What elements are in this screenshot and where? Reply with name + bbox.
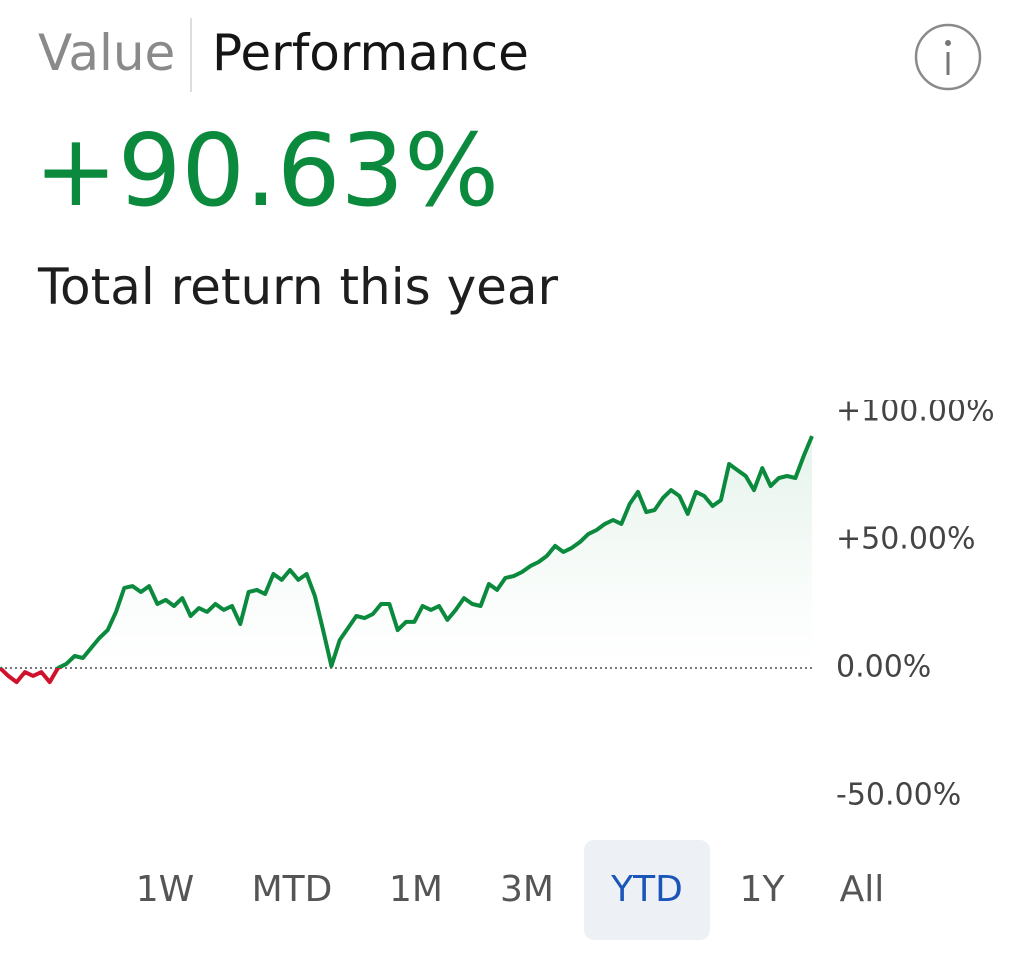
info-button[interactable] (914, 23, 982, 91)
y-tick-label: -50.00% (836, 778, 961, 813)
range-button[interactable]: All (839, 869, 885, 910)
chart: +100.00% +50.00% 0.00% -50.00% (0, 400, 995, 813)
line-area (0, 436, 812, 683)
subtitle: Total return this year (38, 258, 559, 316)
line (0, 435, 814, 685)
range-button[interactable]: YTD (584, 840, 710, 940)
range-button[interactable]: 3M (500, 869, 554, 910)
tab-divider (190, 18, 192, 92)
y-tick-label: +100.00% (836, 400, 995, 429)
y-tick-label: 0.00% (836, 650, 931, 685)
y-tick-label: +50.00% (836, 522, 976, 557)
range-button[interactable]: MTD (251, 869, 333, 910)
total-return: +90.63% (34, 112, 500, 229)
range-button[interactable]: 1M (389, 869, 443, 910)
range-selector: 1W MTD 1M 3M YTD 1Y All (0, 840, 1024, 940)
performance-tab[interactable]: Performance (212, 24, 529, 82)
range-button[interactable]: 1W (135, 869, 195, 910)
value-tab[interactable]: Value (38, 24, 176, 82)
range-button[interactable]: 1Y (739, 869, 785, 910)
